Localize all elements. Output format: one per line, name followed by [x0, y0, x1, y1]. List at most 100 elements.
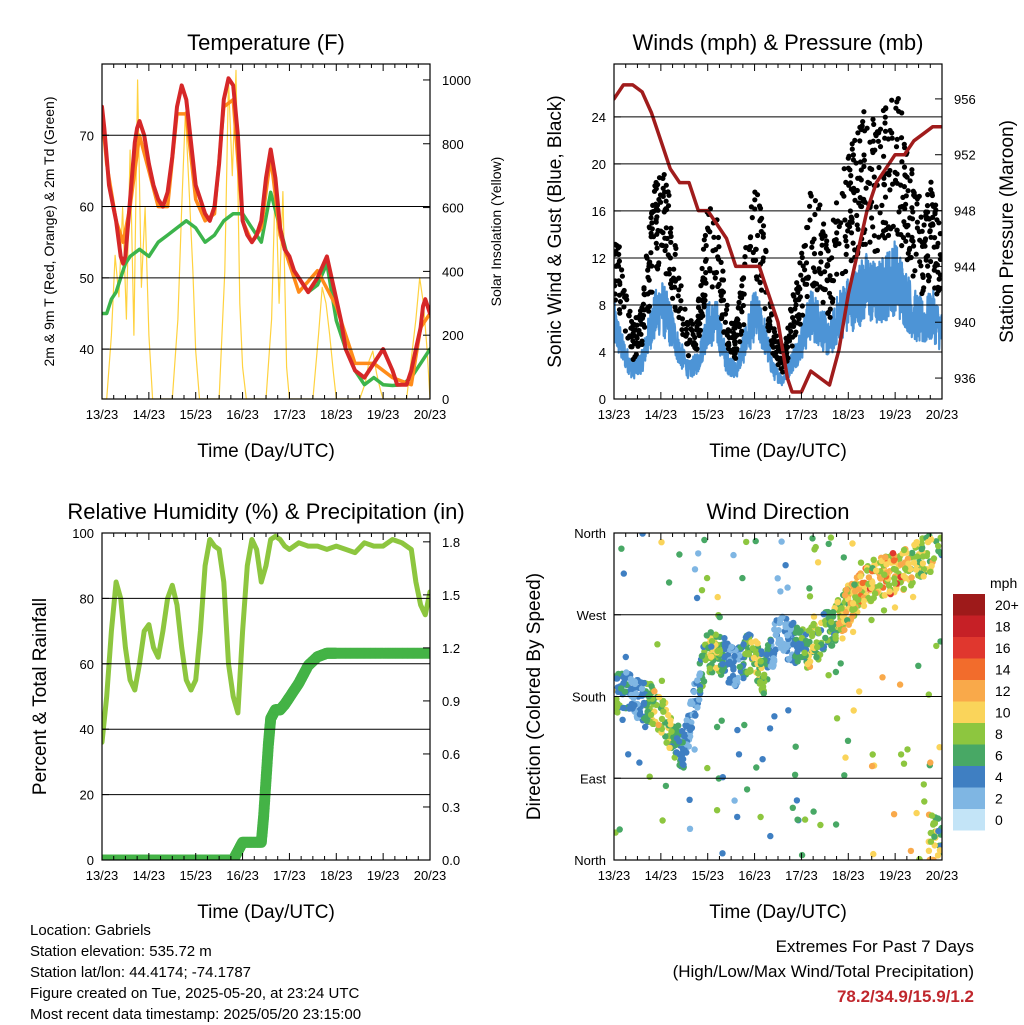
direction-point — [651, 688, 658, 695]
direction-point — [636, 711, 644, 718]
gust-point — [794, 280, 800, 286]
y-tick-label: 8 — [599, 298, 606, 313]
gust-point — [922, 236, 929, 242]
gust-point — [760, 223, 767, 229]
direction-point — [703, 574, 711, 582]
direction-point — [921, 798, 928, 805]
direction-point — [936, 744, 942, 751]
direction-point — [691, 566, 699, 573]
gust-point — [649, 289, 655, 295]
direction-point — [915, 662, 922, 669]
y-right-tick-label: 944 — [954, 259, 976, 274]
direction-point — [805, 627, 812, 634]
direction-point — [814, 559, 822, 566]
direction-point — [841, 592, 849, 599]
gust-point — [657, 192, 664, 198]
series-red — [102, 76, 430, 387]
series-yellow — [102, 69, 430, 399]
x-tick-label: 19/23 — [367, 407, 400, 422]
gust-point — [778, 366, 784, 372]
gust-point — [802, 267, 808, 273]
panel-rh_precip: Relative Humidity (%) & Precipitation (i… — [30, 499, 465, 923]
direction-point — [696, 670, 704, 677]
series-precip — [102, 647, 430, 860]
direction-point — [868, 762, 876, 770]
direction-point — [766, 725, 774, 732]
gust-point — [640, 301, 647, 307]
x-tick-label: 18/23 — [320, 407, 353, 422]
direction-point — [631, 702, 638, 709]
gust-point — [807, 190, 813, 196]
direction-point — [935, 815, 942, 822]
gust-point — [926, 278, 932, 284]
gust-point — [820, 286, 826, 292]
gust-point — [813, 281, 820, 287]
direction-point — [712, 631, 719, 638]
gust-point — [885, 224, 892, 230]
legend-label: 10 — [995, 705, 1011, 721]
direction-point — [931, 820, 939, 827]
direction-point — [686, 825, 694, 832]
gust-point — [695, 313, 701, 319]
direction-point — [761, 671, 768, 678]
y-axis-label-right: Solar Insolation (Yellow) — [488, 157, 504, 307]
gust-point — [703, 270, 709, 276]
y-tick-label: North — [574, 526, 606, 541]
gust-point — [648, 250, 654, 256]
direction-point — [896, 681, 904, 688]
direction-point — [845, 621, 852, 628]
y-tick-label: 100 — [72, 526, 94, 541]
gust-point — [665, 189, 671, 195]
gust-point — [905, 188, 911, 194]
gust-point — [870, 224, 876, 230]
direction-point — [764, 646, 771, 653]
legend-label: 16 — [995, 640, 1011, 656]
direction-point — [621, 688, 629, 695]
gust-point — [885, 232, 892, 238]
gust-point — [889, 97, 895, 103]
gust-point — [739, 283, 745, 289]
direction-point — [891, 575, 898, 582]
gust-point — [937, 231, 942, 237]
gust-point — [901, 184, 908, 190]
direction-point — [843, 608, 850, 616]
direction-point — [788, 621, 795, 629]
direction-point — [849, 540, 856, 547]
direction-point — [925, 847, 933, 854]
gust-point — [623, 293, 629, 299]
direction-point — [870, 556, 877, 563]
direction-point — [771, 626, 778, 633]
gust-point — [911, 190, 917, 196]
direction-point — [809, 535, 816, 542]
gust-point — [902, 145, 908, 151]
direction-point — [889, 550, 897, 557]
direction-point — [743, 786, 751, 793]
direction-point — [718, 717, 725, 724]
direction-point — [760, 690, 767, 697]
direction-point — [828, 642, 835, 649]
direction-point — [706, 665, 714, 672]
direction-point — [696, 696, 703, 703]
chart-title: Wind Direction — [706, 499, 849, 524]
direction-point — [647, 711, 655, 718]
direction-point — [792, 743, 799, 750]
direction-point — [883, 561, 890, 568]
speed-legend: mph 20+ 18 16 14 12 10 8 6 4 2 0 — [953, 575, 1019, 831]
gust-point — [699, 310, 705, 316]
gust-point — [809, 239, 816, 245]
direction-point — [782, 642, 790, 649]
direction-point — [865, 574, 873, 581]
direction-point — [856, 688, 863, 695]
y-right-tick-label: 0.3 — [442, 800, 460, 815]
gust-point — [749, 215, 755, 221]
gust-point — [903, 224, 910, 230]
gust-point — [630, 326, 636, 332]
gust-point — [877, 144, 884, 150]
y-axis-label-right: Station Pressure (Maroon) — [997, 120, 1018, 343]
direction-point — [855, 596, 862, 603]
direction-point — [716, 613, 723, 621]
gust-point — [870, 138, 876, 144]
gust-point — [794, 313, 800, 319]
gust-point — [923, 257, 929, 263]
direction-point — [841, 626, 848, 634]
